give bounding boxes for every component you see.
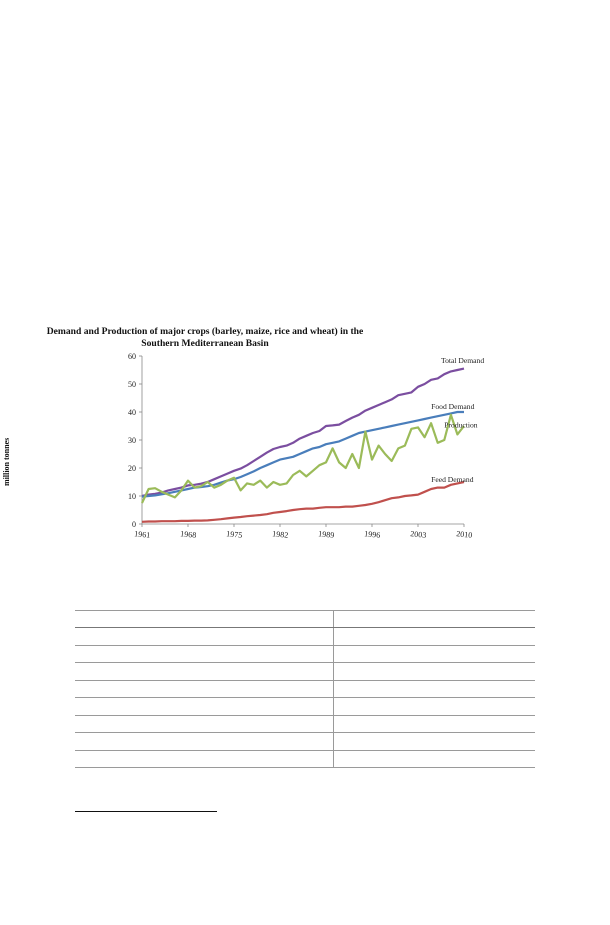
y-axis-label: million tonnes xyxy=(2,437,11,486)
table-row xyxy=(75,680,535,698)
footnote-separator xyxy=(75,811,217,812)
table-row xyxy=(75,698,535,716)
chart-title-line-1: Demand and Production of major crops (ba… xyxy=(46,326,364,337)
series-label-production: Production xyxy=(444,420,478,429)
series-label-feed-demand: Feed Demand xyxy=(431,475,474,484)
x-tick-label: 1989 xyxy=(318,529,335,540)
table-column-divider xyxy=(333,715,334,732)
table-column-divider xyxy=(333,611,334,627)
chart-figure: 0 10 20 30 40 50 60 1961 1968 1975 1982 1989 1996 200… xyxy=(100,318,510,548)
y-tick-label: 50 xyxy=(128,380,136,389)
y-tick-label: 60 xyxy=(128,352,136,361)
table-column-divider xyxy=(333,733,334,750)
x-tick-label: 1996 xyxy=(364,529,381,540)
series-line-total-demand xyxy=(141,367,465,498)
table-column-divider xyxy=(333,680,334,697)
table-column-divider xyxy=(333,750,334,767)
series-label-food-demand: Food Demand xyxy=(431,402,474,411)
table-column-divider xyxy=(333,645,334,662)
series-line-feed-demand xyxy=(141,480,465,523)
y-tick-label: 20 xyxy=(128,464,136,473)
y-tick-label: 30 xyxy=(128,436,136,445)
table-row xyxy=(75,715,535,733)
x-tick-label: 1982 xyxy=(272,529,289,540)
line-chart: 0 10 20 30 40 50 60 1961 1968 1975 1982 1989 1996 200… xyxy=(128,352,484,540)
x-tick-label: 1975 xyxy=(226,529,243,540)
table-row xyxy=(75,645,535,663)
y-tick-label: 0 xyxy=(132,520,136,529)
empty-table xyxy=(75,610,535,768)
table-column-divider xyxy=(333,663,334,680)
table-column-divider xyxy=(333,698,334,715)
y-tick-label: 10 xyxy=(128,492,136,501)
table-row xyxy=(75,733,535,751)
x-tick-label: 1961 xyxy=(134,529,151,540)
y-tick-label: 40 xyxy=(128,408,136,417)
table-row xyxy=(75,628,535,646)
table-row xyxy=(75,750,535,768)
table-row xyxy=(75,663,535,681)
x-tick-label: 2010 xyxy=(456,529,473,540)
series-label-total-demand: Total Demand xyxy=(441,356,484,365)
table-column-divider xyxy=(333,628,334,645)
table-row xyxy=(75,610,535,628)
x-tick-label: 2003 xyxy=(410,529,427,540)
chart-title-line-2: Southern Mediterranean Basin xyxy=(141,338,269,349)
x-tick-label: 1968 xyxy=(180,529,197,540)
series-line-production xyxy=(141,413,465,504)
